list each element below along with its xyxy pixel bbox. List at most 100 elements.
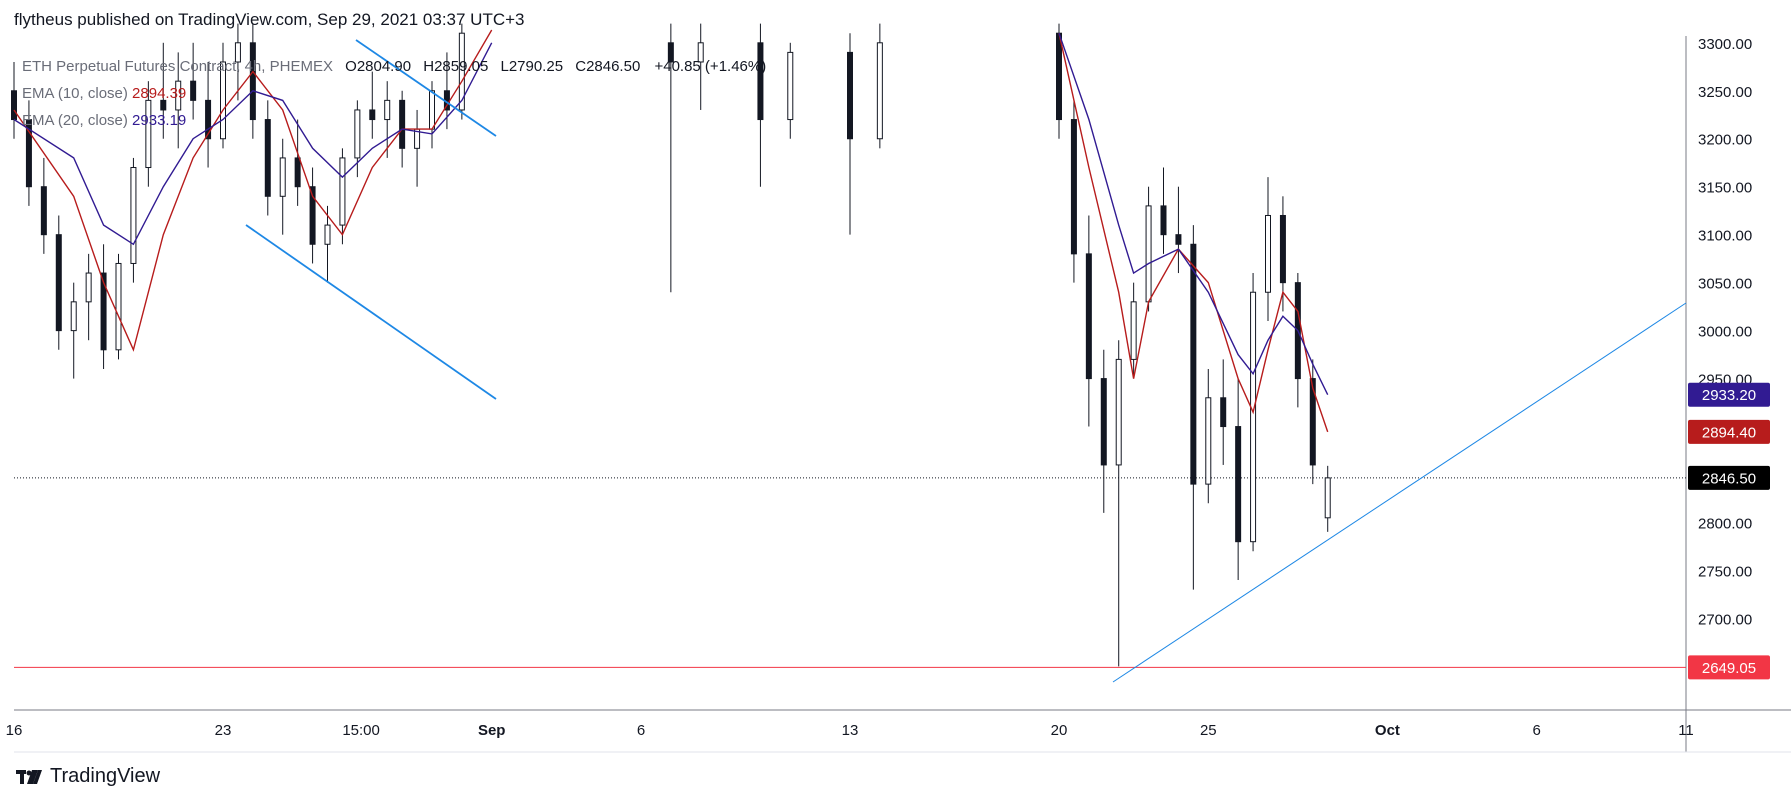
open-label: O [345, 58, 357, 75]
candle-body [1220, 397, 1227, 428]
candle-body [279, 157, 286, 197]
last-price-label-bg [1688, 465, 1770, 490]
x-tick-label: 6 [637, 722, 645, 739]
candle-body [1324, 477, 1331, 519]
ema10-line [1058, 33, 1329, 433]
support-price-label: 2649.05 [1702, 660, 1756, 677]
legend-ema10-row[interactable]: EMA (10, close) 2894.39 [22, 80, 766, 107]
change-value: +40.85 (+1.46%) [654, 58, 767, 75]
candle-body [697, 42, 704, 63]
candle-body [294, 157, 301, 188]
candle-body [1265, 214, 1271, 293]
footer-brand[interactable]: TradingView [16, 765, 160, 788]
ema20-label: EMA (20, close) [22, 112, 128, 129]
candle-body [847, 51, 853, 140]
legend-ohlc-row: ETH Perpetual Futures Contract, 4h, PHEM… [22, 53, 766, 80]
x-tick-label: 16 [6, 722, 23, 739]
candle-body [876, 42, 883, 140]
x-tick-label: Sep [478, 722, 506, 739]
x-axis-ticks: 16 23 15:00 Sep 6 13 20 25 Oct 6 11 [6, 722, 1694, 739]
last-price-label: 2846.50 [1702, 470, 1756, 487]
candle-body [1085, 253, 1092, 380]
ema10-price-label: 2894.40 [1702, 424, 1756, 441]
candle-body [1115, 358, 1122, 466]
ema20-line [1058, 32, 1329, 396]
candle-body [667, 42, 674, 63]
y-tick-label: 2700.00 [1698, 611, 1752, 628]
y-tick-label: 3300.00 [1698, 36, 1752, 53]
ema10-value: 2894.39 [132, 85, 187, 102]
candle-body [1175, 234, 1182, 245]
candle-body [369, 109, 376, 121]
candle-body [399, 99, 406, 149]
candle-body [787, 51, 794, 121]
x-tick-label: 6 [1533, 722, 1541, 739]
candle-body [220, 61, 226, 140]
candle-body [175, 80, 182, 111]
ema-lines [13, 29, 1329, 433]
y-tick-label: 3200.00 [1698, 132, 1752, 149]
ema10-line [13, 29, 493, 352]
falling-trendline-lower[interactable] [245, 224, 497, 400]
candle-body [115, 262, 122, 351]
candle-body [85, 272, 92, 303]
ema20-price-label: 2933.20 [1702, 387, 1756, 404]
y-tick-label: 2800.00 [1698, 515, 1752, 532]
x-tick-label: 13 [842, 722, 859, 739]
symbol-label[interactable]: ETH Perpetual Futures Contract, 4h, PHEM… [22, 58, 333, 75]
candle-body [1279, 214, 1286, 284]
y-tick-label: 3050.00 [1698, 276, 1752, 293]
candle-body [130, 167, 137, 264]
candle-body [324, 224, 331, 245]
candle-body [339, 157, 346, 226]
y-tick-label: 3100.00 [1698, 228, 1752, 245]
high-value: 2859.05 [434, 58, 489, 75]
legend-ema20-row[interactable]: EMA (20, close) 2933.19 [22, 107, 766, 134]
candle-body [264, 119, 271, 197]
brand-name: TradingView [50, 765, 161, 787]
tradingview-logo-icon [16, 769, 42, 784]
candles [11, 23, 1331, 667]
candle-body [458, 32, 465, 111]
y-tick-label: 3000.00 [1698, 324, 1752, 341]
high-label: H [423, 58, 435, 75]
candle-body [40, 186, 47, 236]
candle-body [1056, 32, 1062, 121]
candle-body [1309, 378, 1316, 466]
close-label: C [575, 58, 587, 75]
candle-body [249, 42, 256, 121]
y-tick-label: 3250.00 [1698, 84, 1752, 101]
x-tick-label: 11 [1678, 722, 1694, 739]
y-axis-ticks: 3300.00 3250.00 3200.00 3150.00 3100.00 3050.… [1698, 36, 1752, 629]
y-tick-label: 2750.00 [1698, 563, 1752, 580]
drawings [245, 39, 1687, 683]
candle-body [205, 99, 212, 140]
ema10-label: EMA (10, close) [22, 85, 128, 102]
x-tick-label: 23 [215, 722, 232, 739]
x-tick-label: Oct [1375, 722, 1400, 739]
candle-body [55, 234, 62, 332]
open-value: 2804.90 [356, 58, 412, 75]
candle-body [1250, 291, 1257, 543]
candle-body [384, 99, 391, 121]
candle-body [1070, 119, 1077, 255]
ema20-price-label-bg [1688, 382, 1770, 407]
x-tick-label: 25 [1200, 722, 1217, 739]
candle-body [757, 42, 764, 121]
candle-body [190, 80, 197, 101]
candle-body [1130, 301, 1137, 360]
falling-trendline-upper[interactable] [355, 39, 497, 137]
publisher-line: flytheus published on TradingView.com, S… [14, 10, 525, 29]
close-value: 2846.50 [586, 58, 641, 75]
x-tick-label: 20 [1051, 722, 1068, 739]
x-tick-label: 15:00 [342, 722, 380, 739]
candle-body [160, 99, 167, 111]
chart-legend: ETH Perpetual Futures Contract, 4h, PHEM… [22, 53, 766, 134]
support-price-label-bg [1688, 655, 1770, 680]
ema10-price-label-bg [1688, 419, 1770, 444]
candle-body [1160, 205, 1167, 236]
rising-trendline[interactable] [1112, 302, 1687, 683]
candle-body [1145, 205, 1152, 303]
ema20-line [13, 42, 493, 246]
